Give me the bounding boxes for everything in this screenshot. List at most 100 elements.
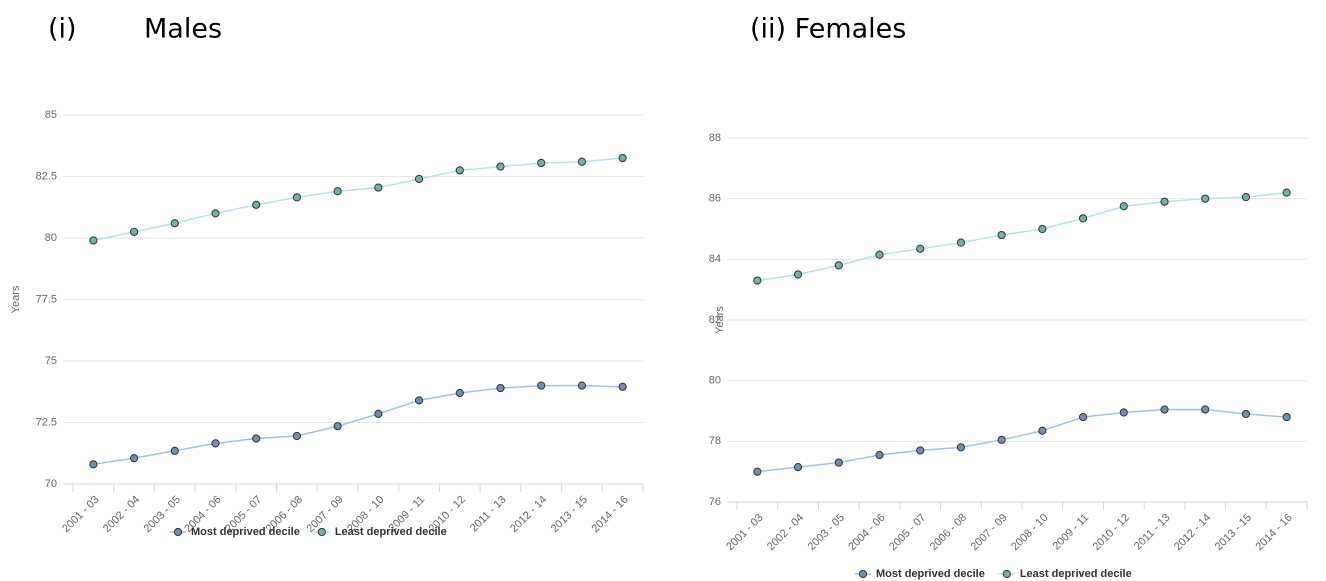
data-point bbox=[455, 388, 464, 398]
data-point bbox=[537, 381, 546, 390]
data-point bbox=[129, 454, 139, 463]
y-tick-label: 76 bbox=[709, 496, 721, 508]
x-tick-label: 2001 - 03 bbox=[724, 512, 765, 553]
data-point bbox=[753, 467, 762, 476]
data-point bbox=[1241, 409, 1251, 419]
x-tick-label: 2011 - 13 bbox=[1132, 512, 1173, 553]
data-point bbox=[618, 153, 627, 163]
legend-marker bbox=[1002, 569, 1011, 579]
data-point bbox=[170, 446, 179, 455]
data-point bbox=[211, 209, 220, 218]
y-tick-label: 75 bbox=[45, 355, 57, 367]
data-point bbox=[292, 431, 302, 441]
data-point bbox=[1201, 405, 1210, 414]
series-line bbox=[93, 157, 623, 242]
data-point bbox=[1119, 202, 1128, 211]
legend-marker bbox=[858, 569, 868, 579]
data-point bbox=[129, 227, 139, 236]
y-tick-label: 77.5 bbox=[36, 293, 57, 305]
data-point bbox=[1201, 194, 1210, 203]
x-tick-label: 2013 - 15 bbox=[1213, 512, 1254, 553]
y-tick-label: 86 bbox=[709, 193, 721, 205]
data-point bbox=[537, 158, 546, 168]
y-tick-label: 80 bbox=[709, 375, 721, 387]
data-point bbox=[577, 381, 587, 390]
data-point bbox=[292, 193, 302, 202]
x-tick-label: 2003 - 05 bbox=[806, 512, 847, 553]
data-point bbox=[252, 200, 261, 209]
data-point bbox=[793, 463, 803, 472]
data-point bbox=[1038, 224, 1047, 234]
data-point bbox=[834, 458, 843, 467]
legend-text: Least deprived decile bbox=[1020, 568, 1132, 580]
series-line bbox=[93, 384, 623, 466]
data-point bbox=[252, 434, 261, 443]
y-axis-label: Years bbox=[714, 306, 726, 334]
x-tick-label: 2007 - 09 bbox=[968, 512, 1009, 553]
y-tick-label: 80 bbox=[45, 232, 57, 244]
data-point bbox=[374, 183, 383, 192]
data-point bbox=[834, 261, 843, 270]
data-point bbox=[793, 270, 803, 279]
x-tick-label: 2005 - 07 bbox=[887, 512, 928, 553]
x-tick-label: 2012 - 14 bbox=[1172, 512, 1213, 553]
data-point bbox=[89, 236, 98, 245]
x-tick-label: 2001 - 03 bbox=[60, 494, 101, 535]
data-point bbox=[1078, 214, 1088, 223]
legend-text: Most deprived decile bbox=[876, 568, 985, 580]
y-tick-label: 82.5 bbox=[36, 170, 57, 182]
data-point bbox=[211, 439, 220, 448]
chart-label: (i) bbox=[48, 14, 77, 45]
x-tick-label: 2014 - 16 bbox=[589, 494, 630, 535]
data-point bbox=[1078, 412, 1088, 422]
legend-text: Most deprived decile bbox=[191, 526, 300, 538]
x-tick-label: 2009 - 11 bbox=[1050, 512, 1091, 553]
data-point bbox=[618, 382, 627, 391]
series-line bbox=[757, 191, 1287, 282]
y-tick-label: 78 bbox=[709, 435, 721, 447]
data-point bbox=[496, 162, 505, 171]
data-point bbox=[956, 238, 966, 247]
y-axis-label: Years bbox=[10, 285, 22, 313]
data-point bbox=[916, 244, 925, 253]
data-point bbox=[997, 435, 1006, 444]
legend-text: Least deprived decile bbox=[335, 526, 447, 538]
data-point bbox=[956, 443, 966, 452]
y-tick-label: 82 bbox=[709, 314, 721, 326]
data-point bbox=[1038, 426, 1047, 435]
legend-marker bbox=[317, 527, 326, 537]
legend-marker bbox=[173, 527, 183, 537]
x-tick-label: 2012 - 14 bbox=[508, 494, 549, 535]
data-point bbox=[455, 166, 464, 175]
data-point bbox=[496, 383, 505, 393]
data-point bbox=[333, 422, 342, 431]
data-point bbox=[1241, 193, 1251, 202]
data-point bbox=[1160, 405, 1169, 414]
data-point bbox=[916, 446, 925, 455]
data-point bbox=[333, 187, 342, 196]
data-point bbox=[875, 250, 884, 259]
data-point bbox=[414, 174, 424, 184]
x-tick-label: 2004 - 06 bbox=[846, 512, 887, 553]
data-point bbox=[170, 219, 179, 228]
data-point bbox=[875, 450, 884, 460]
y-tick-label: 70 bbox=[45, 478, 57, 490]
data-point bbox=[753, 276, 762, 285]
x-tick-label: 2002 - 04 bbox=[765, 512, 806, 553]
x-tick-label: 2008 - 10 bbox=[1009, 512, 1050, 553]
data-point bbox=[577, 157, 587, 166]
data-point bbox=[414, 396, 424, 405]
x-tick-label: 2011 - 13 bbox=[468, 494, 509, 535]
data-point bbox=[89, 460, 98, 469]
series-line bbox=[757, 408, 1287, 473]
y-tick-label: 72.5 bbox=[36, 416, 57, 428]
data-point bbox=[374, 409, 383, 418]
y-tick-label: 85 bbox=[45, 109, 57, 121]
data-point bbox=[1119, 408, 1128, 417]
data-point bbox=[1282, 188, 1291, 197]
chart-title: Males bbox=[144, 14, 222, 45]
y-tick-label: 84 bbox=[709, 253, 721, 265]
data-point bbox=[997, 230, 1006, 240]
